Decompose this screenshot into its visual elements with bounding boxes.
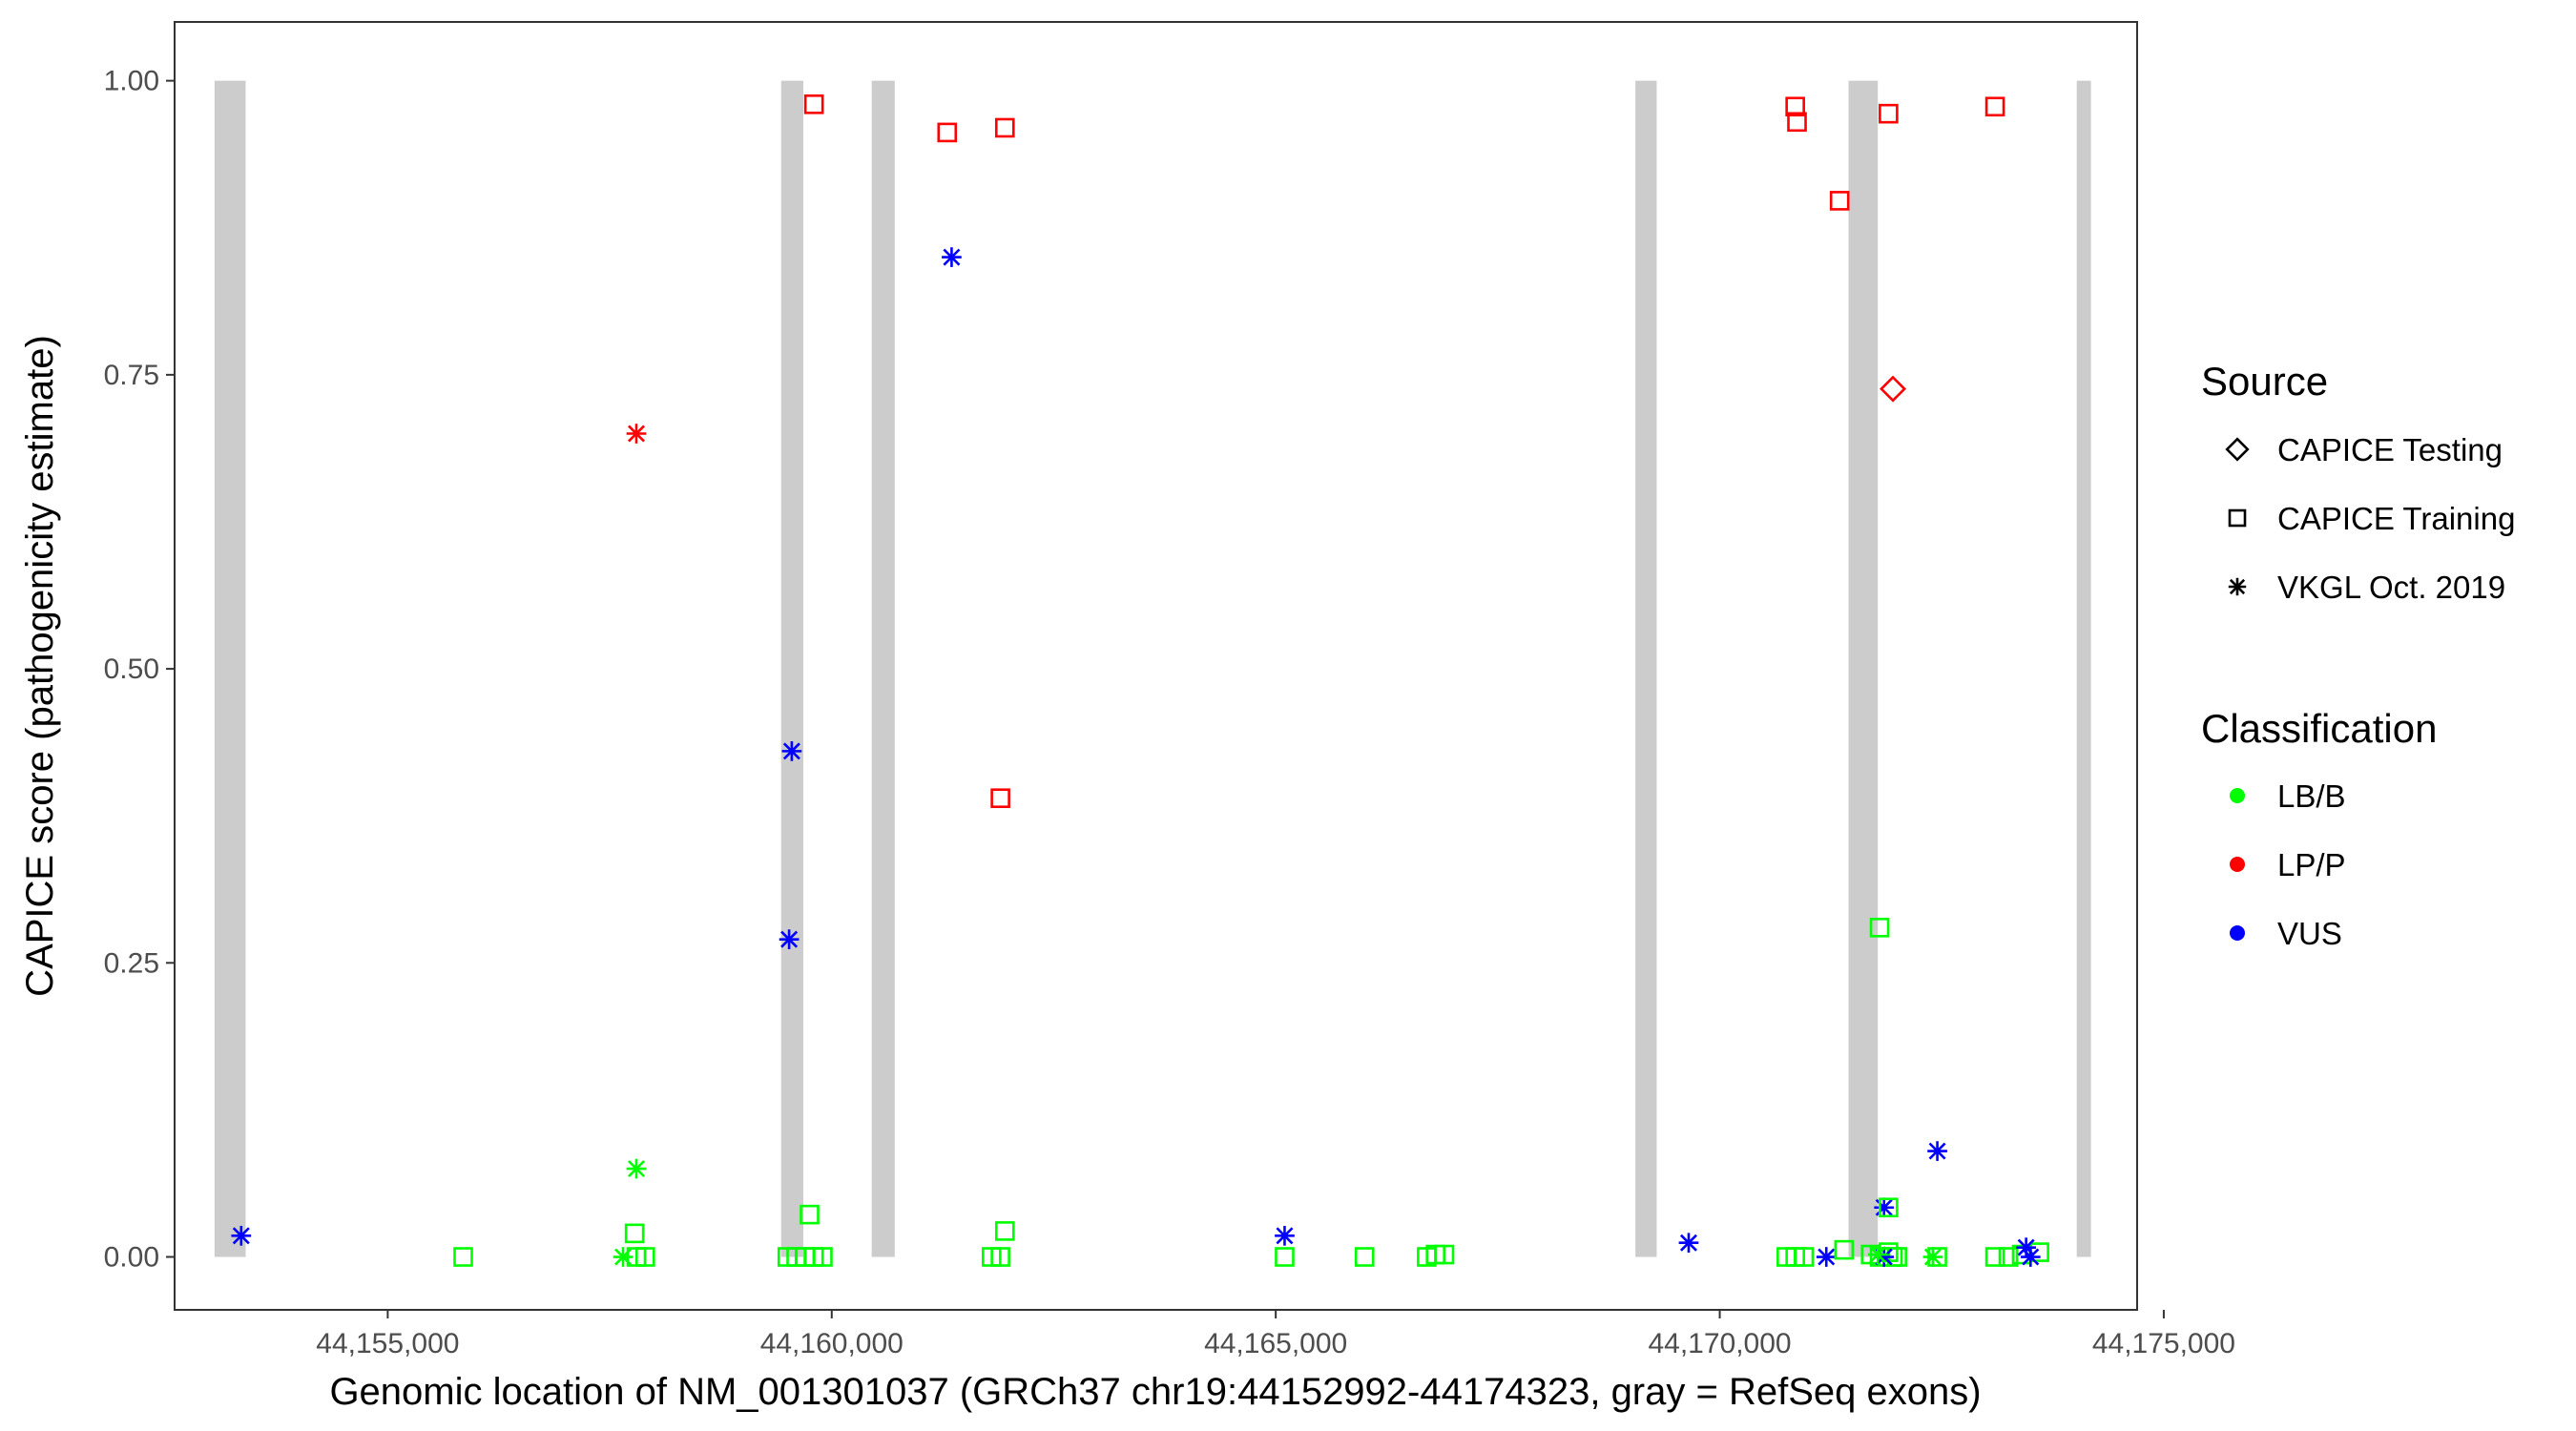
data-point-asterisk <box>1927 1141 1947 1161</box>
legend: Source CAPICE Testing CAPICE Training VKGL … <box>2201 359 2515 951</box>
data-point-asterisk <box>781 741 802 761</box>
axis-ticks: 0.00 0.25 0.50 0.75 1.00 44,155,000 44,160,000… <box>104 66 2235 1359</box>
plot-panel-border <box>174 21 2138 1311</box>
data-point-square <box>1829 191 1850 211</box>
exon-bands <box>214 80 2091 1257</box>
data-point-square <box>994 1221 1015 1241</box>
legend-source-label: VKGL Oct. 2019 <box>2277 570 2505 605</box>
x-tick-label: 44,165,000 <box>1204 1328 1347 1359</box>
data-point-asterisk <box>1874 1197 1895 1218</box>
legend-source-label: CAPICE Training <box>2277 501 2515 536</box>
data-point-square <box>1869 918 1890 938</box>
data-point-square <box>1984 96 2005 117</box>
data-point-asterisk <box>626 1158 647 1179</box>
data-points <box>231 94 2049 1267</box>
y-tick-label: 1.00 <box>104 66 159 97</box>
x-tick-label: 44,175,000 <box>2092 1328 2235 1359</box>
data-point-asterisk <box>2020 1247 2041 1267</box>
data-point-asterisk <box>942 247 962 267</box>
data-point-asterisk <box>231 1225 252 1246</box>
data-point-square <box>1834 1239 1855 1260</box>
data-point-asterisk <box>1867 1244 1888 1265</box>
legend-key-dot <box>2230 925 2245 941</box>
legend-classification-title: Classification <box>2201 706 2437 751</box>
legend-key-diamond <box>2225 437 2250 462</box>
data-point-asterisk <box>1922 1247 1943 1267</box>
legend-source-title: Source <box>2201 359 2328 404</box>
data-point-square <box>990 1247 1010 1267</box>
legend-source-label: CAPICE Testing <box>2277 432 2503 467</box>
data-point-square <box>1434 1244 1455 1265</box>
data-point-asterisk <box>1678 1233 1699 1254</box>
data-point-square <box>937 122 958 143</box>
exon-band-4 <box>1635 80 1657 1257</box>
data-point-square <box>803 94 824 114</box>
data-point-square <box>1879 103 1899 124</box>
x-tick-label: 44,160,000 <box>760 1328 904 1359</box>
legend-key-square <box>2228 508 2247 528</box>
data-point-square <box>635 1247 655 1267</box>
data-point-asterisk <box>1275 1225 1295 1246</box>
data-point-square <box>990 788 1010 808</box>
data-point-square <box>1354 1247 1375 1267</box>
x-axis-title: Genomic location of NM_001301037 (GRCh37… <box>329 1371 1981 1413</box>
x-tick-label: 44,170,000 <box>1648 1328 1791 1359</box>
data-point-square <box>994 117 1015 138</box>
data-point-square <box>1794 1247 1815 1267</box>
legend-key-dot <box>2230 857 2245 872</box>
data-point-square <box>453 1247 473 1267</box>
legend-classification-label: LB/B <box>2277 778 2346 814</box>
data-point-square <box>1785 96 1805 117</box>
data-point-square <box>813 1247 833 1267</box>
data-point-asterisk <box>1816 1247 1837 1267</box>
legend-classification-label: VUS <box>2277 916 2342 951</box>
data-point-square <box>1787 112 1807 133</box>
data-point-asterisk <box>626 424 647 444</box>
exon-band-2 <box>780 80 803 1257</box>
y-tick-label: 0.00 <box>104 1242 159 1274</box>
exon-band-6 <box>2076 80 2091 1257</box>
y-axis-title: CAPICE score (pathogenicity estimate) <box>19 335 61 997</box>
y-tick-label: 0.75 <box>104 360 159 391</box>
y-tick-label: 0.25 <box>104 947 159 979</box>
data-point-diamond <box>1880 375 1907 403</box>
exon-band-3 <box>871 80 895 1257</box>
data-point-square <box>1879 1197 1899 1218</box>
plot-panel <box>175 22 2137 1310</box>
legend-key-dot <box>2230 788 2245 803</box>
data-point-asterisk <box>613 1247 634 1267</box>
data-point-square <box>1275 1247 1295 1267</box>
data-point-square <box>624 1223 645 1244</box>
exon-band-5 <box>1848 80 1879 1257</box>
legend-classification-label: LP/P <box>2277 847 2346 882</box>
legend-key-asterisk <box>2228 577 2247 596</box>
x-tick-label: 44,155,000 <box>316 1328 459 1359</box>
exon-band-1 <box>214 80 246 1257</box>
data-point-square <box>1998 1247 2019 1267</box>
data-point-square <box>1927 1247 1947 1267</box>
y-tick-label: 0.50 <box>104 653 159 685</box>
data-point-square <box>1984 1247 2005 1267</box>
data-point-asterisk <box>779 929 800 949</box>
data-point-square <box>800 1204 820 1225</box>
